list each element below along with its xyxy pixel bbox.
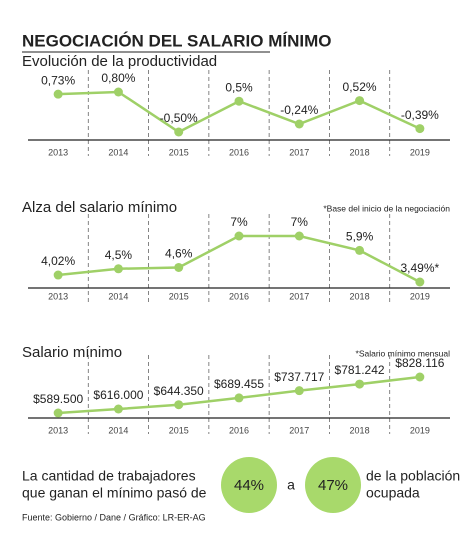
main-title: NEGOCIACIÓN DEL SALARIO MÍNIMO (22, 31, 331, 50)
value-label: $689.455 (214, 377, 264, 391)
source: Fuente: Gobierno / Dane / Gráfico: LR-ER… (22, 512, 206, 522)
x-tick-label: 2017 (289, 291, 309, 301)
bubble (305, 457, 361, 513)
point (234, 393, 244, 403)
point (234, 231, 244, 241)
x-tick-label: 2013 (48, 425, 68, 435)
x-tick-label: 2016 (229, 291, 249, 301)
value-label: 4,02% (41, 254, 75, 268)
x-tick-label: 2015 (169, 291, 189, 301)
x-tick-label: 2016 (229, 147, 249, 157)
x-tick-label: 2014 (108, 147, 128, 157)
x-tick-label: 2018 (350, 425, 370, 435)
point (113, 264, 123, 274)
value-label: 3,49%* (401, 261, 440, 275)
value-label: -0,24% (280, 103, 318, 117)
x-tick-label: 2015 (169, 147, 189, 157)
value-label: $616.000 (93, 388, 143, 402)
chart-title: Alza del salario mínimo (22, 199, 177, 216)
footer-text: que ganan el mínimo pasó de (22, 485, 207, 501)
chart-title: Salario mínimo (22, 344, 122, 361)
value-label: 5,9% (346, 230, 374, 244)
point (174, 262, 184, 272)
x-tick-label: 2016 (229, 425, 249, 435)
point (355, 379, 365, 389)
x-tick-label: 2017 (289, 147, 309, 157)
chart-title: Evolución de la productividad (22, 53, 217, 70)
value-label: $828.116 (395, 356, 444, 370)
value-label: 4,5% (105, 248, 133, 262)
footer-text: a (287, 477, 295, 493)
value-label: $589.500 (33, 392, 83, 406)
value-label: $644.350 (154, 384, 204, 398)
x-tick-label: 2015 (169, 425, 189, 435)
point (415, 124, 425, 134)
value-label: 4,6% (165, 247, 193, 261)
value-label: $781.242 (335, 363, 385, 377)
value-label: 0,5% (225, 80, 253, 94)
note: *Base del inicio de la negociación (323, 203, 450, 213)
value-label: $737.717 (274, 370, 324, 384)
value-label: 0,52% (343, 80, 377, 94)
x-tick-label: 2018 (350, 291, 370, 301)
x-tick-label: 2013 (48, 147, 68, 157)
footer-text: ocupada (366, 485, 420, 501)
point (174, 127, 184, 137)
point (53, 408, 63, 418)
point (53, 89, 63, 99)
value-label: -0,39% (401, 108, 439, 122)
point (174, 400, 184, 410)
footer-text: de la población (366, 468, 460, 484)
point (53, 270, 63, 280)
value-label: 0,73% (41, 73, 75, 87)
value-label: 0,80% (101, 71, 135, 85)
point (113, 87, 123, 97)
point (294, 231, 304, 241)
point (294, 119, 304, 129)
note: *Salario mínimo mensual (356, 348, 451, 358)
bubble-label: 44% (234, 477, 264, 494)
x-tick-label: 2013 (48, 291, 68, 301)
value-label: -0,50% (160, 111, 198, 125)
x-tick-label: 2019 (410, 147, 430, 157)
point (415, 372, 425, 382)
x-tick-label: 2017 (289, 425, 309, 435)
point (234, 96, 244, 106)
point (355, 96, 365, 106)
footer-text: La cantidad de trabajadores (22, 468, 196, 484)
point (294, 386, 304, 396)
value-label: 7% (230, 215, 248, 229)
x-tick-label: 2018 (350, 147, 370, 157)
value-label: 7% (291, 215, 309, 229)
bubble-label: 47% (318, 477, 348, 494)
x-tick-label: 2019 (410, 291, 430, 301)
x-tick-label: 2014 (108, 425, 128, 435)
x-tick-label: 2019 (410, 425, 430, 435)
point (355, 245, 365, 255)
point (415, 277, 425, 287)
x-tick-label: 2014 (108, 291, 128, 301)
bubble (221, 457, 277, 513)
point (113, 404, 123, 414)
